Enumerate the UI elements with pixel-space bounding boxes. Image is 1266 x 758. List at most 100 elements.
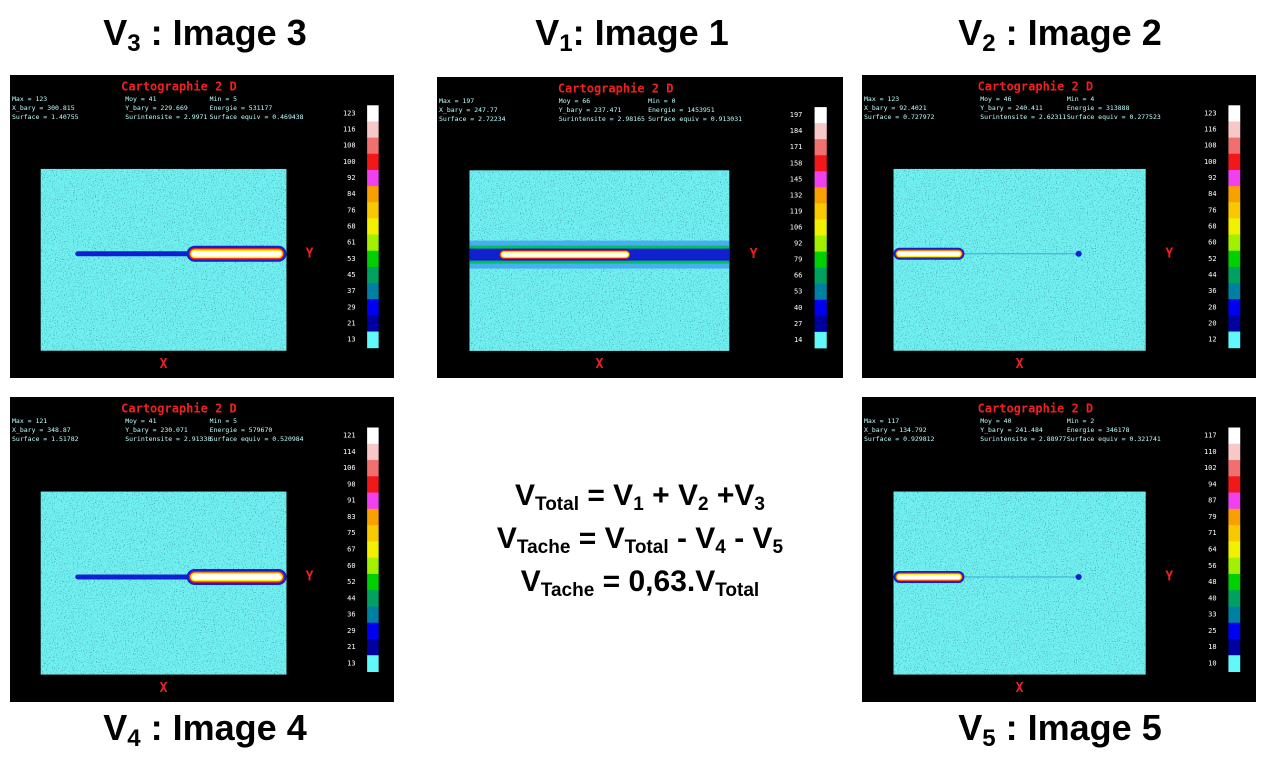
colorbar-label: 116 xyxy=(343,126,356,134)
colorbar-label: 114 xyxy=(343,448,356,456)
colorbar-label: 20 xyxy=(1208,319,1216,327)
colorbar-cell xyxy=(367,315,379,333)
colorbar-label: 100 xyxy=(1204,158,1217,166)
colorbar-label: 197 xyxy=(790,111,803,119)
colorbar-cell xyxy=(814,235,827,253)
hot-spot xyxy=(897,574,961,580)
colorbar-label: 106 xyxy=(790,224,803,232)
stat-text: Energie = 313888 xyxy=(1067,104,1130,112)
colorbar-label: 21 xyxy=(347,319,355,327)
formula-sub: Total xyxy=(535,494,579,515)
colorbar-cell xyxy=(814,331,827,349)
colorbar-cell xyxy=(367,121,379,139)
colorbar-label: 66 xyxy=(794,272,802,280)
formula-text: = 0,63.V xyxy=(594,565,715,598)
caption-rest: : Image 1 xyxy=(573,12,729,53)
stat-text: Moy = 66 xyxy=(559,97,590,105)
colorbar-cell xyxy=(814,219,827,237)
colorbar-cell xyxy=(367,137,379,155)
stat-text: Y_bary = 241.484 xyxy=(980,426,1043,434)
colorbar-cell xyxy=(814,267,827,285)
stat-text: Surintensite = 2.62311 xyxy=(980,113,1066,121)
stat-text: Surface = 2.72234 xyxy=(439,115,506,123)
colorbar-cell xyxy=(1228,250,1241,268)
colorbar-label: 40 xyxy=(1208,594,1216,602)
colorbar-label: 108 xyxy=(1204,142,1217,150)
colorbar-label: 28 xyxy=(1208,303,1216,311)
colorbar-cell xyxy=(1228,508,1241,526)
colorbar-cell xyxy=(367,266,379,284)
stat-text: Moy = 41 xyxy=(125,95,156,103)
caption-main: V xyxy=(103,707,127,748)
stat-text: Max = 123 xyxy=(864,95,899,103)
colorbar-label: 117 xyxy=(1204,432,1217,440)
dot xyxy=(1075,573,1082,580)
colorbar-cell xyxy=(814,107,827,124)
stat-text: Surintensite = 2.91338 xyxy=(125,435,211,443)
colorbar-cell xyxy=(814,203,827,220)
panel-title: Cartographie 2 D xyxy=(978,402,1094,416)
colorbar-cell xyxy=(367,234,379,252)
stat-text: Max = 123 xyxy=(12,95,47,103)
colorbar-label: 68 xyxy=(1208,223,1216,231)
panel-title: Cartographie 2 D xyxy=(121,80,237,94)
colorbar-label: 68 xyxy=(347,223,355,231)
colorbar-label: 36 xyxy=(347,611,355,619)
colorbar-label: 37 xyxy=(347,287,355,295)
colorbar-label: 18 xyxy=(1208,643,1216,651)
trail xyxy=(75,574,191,580)
colorbar-cell xyxy=(1228,105,1241,122)
colorbar-cell xyxy=(367,202,379,219)
colorbar-cell xyxy=(367,331,379,349)
colorbar-cell xyxy=(1228,299,1241,316)
colorbar-label: 13 xyxy=(347,659,355,667)
formula-text: - V xyxy=(726,522,773,555)
formula-sub: Total xyxy=(625,537,669,558)
colorbar-label: 132 xyxy=(790,191,803,199)
colorbar-cell xyxy=(367,299,379,316)
stat-text: Surface = 0.727972 xyxy=(864,113,935,121)
colorbar-cell xyxy=(367,573,379,591)
formula: VTache = VTotal - V4 - V5 xyxy=(497,522,784,558)
colorbar-label: 14 xyxy=(794,336,802,344)
colorbar-cell xyxy=(1228,234,1241,252)
colorbar-label: 116 xyxy=(1204,126,1217,134)
colorbar-cell xyxy=(1228,443,1241,461)
colorbar-label: 44 xyxy=(347,594,355,602)
colorbar-label: 67 xyxy=(347,546,355,554)
colorbar-label: 171 xyxy=(790,143,803,151)
colorbar-cell xyxy=(367,541,379,559)
colorbar-cell xyxy=(814,123,827,140)
colorbar-cell xyxy=(1228,121,1241,139)
colorbar-cell xyxy=(814,283,827,301)
colorbar-label: 71 xyxy=(1208,529,1216,537)
colorbar-cell xyxy=(1228,186,1241,203)
colorbar-cell xyxy=(367,492,379,510)
colorbar-label: 94 xyxy=(1208,480,1216,488)
colorbar-label: 100 xyxy=(343,158,356,166)
colorbar-cell xyxy=(367,508,379,526)
colorbar-cell xyxy=(367,250,379,268)
axis-label: Y xyxy=(1165,246,1173,261)
stat-text: X_bary = 247.77 xyxy=(439,106,498,114)
colorbar-label: 79 xyxy=(1208,513,1216,521)
colorbar-cell xyxy=(367,283,379,300)
colorbar-label: 92 xyxy=(347,174,355,182)
colorbar-cell xyxy=(367,169,379,187)
colorbar-label: 33 xyxy=(1208,611,1216,619)
colorbar-cell xyxy=(814,299,827,317)
panel-title: Cartographie 2 D xyxy=(978,80,1094,94)
colorbar-label: 10 xyxy=(1208,659,1216,667)
panel-title: Cartographie 2 D xyxy=(558,82,674,96)
colorbar-cell xyxy=(1228,283,1241,300)
colorbar-cell xyxy=(367,590,379,607)
image-panel: Cartographie 2 D Max = 123 Moy = 46 Min = 4… xyxy=(862,75,1256,378)
stat-text: Min = 2 xyxy=(1067,417,1094,425)
caption: V1: Image 1 xyxy=(535,12,728,58)
colorbar-cell xyxy=(1228,137,1241,155)
colorbar-label: 84 xyxy=(347,190,355,198)
caption-sub: 5 xyxy=(982,725,995,752)
colorbar-label: 145 xyxy=(790,175,803,183)
